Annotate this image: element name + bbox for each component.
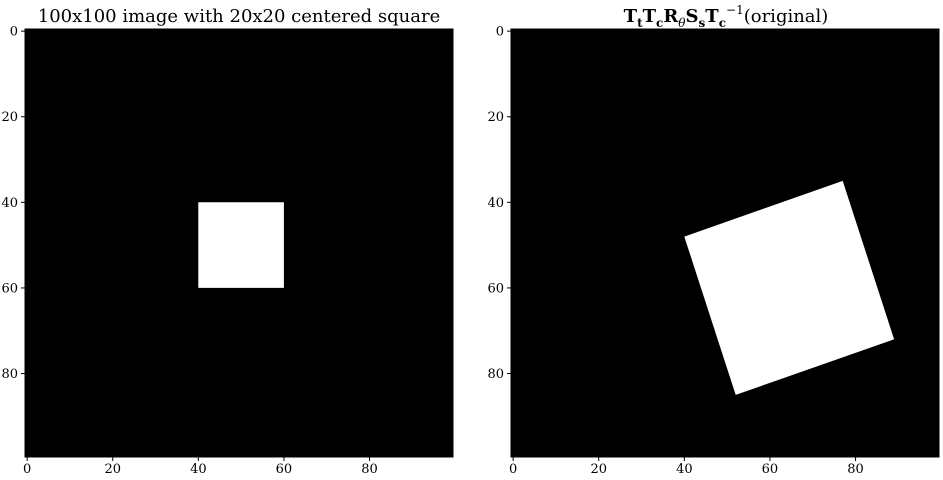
left-x-tick-label: 60 (276, 462, 293, 477)
title-sub-theta: θ (678, 16, 686, 30)
left-x-tick-label: 0 (23, 462, 31, 477)
right-y-tick-label: 40 (487, 196, 504, 211)
title-T-t: T (624, 6, 638, 27)
title-R-theta: R (663, 6, 679, 27)
left-y-tick-label: 0 (10, 25, 18, 40)
left-panel: 100x100 image with 20x20 centered square… (1, 6, 454, 477)
left-x-tick-label: 40 (190, 462, 207, 477)
left-axis-ticks: 0 20 40 60 80 0 20 40 60 80 (1, 25, 377, 477)
title-sup-inverse: −1 (726, 3, 744, 17)
title-S-s: S (686, 6, 699, 27)
right-y-tick-label: 20 (487, 110, 504, 125)
right-x-tick-label: 80 (847, 462, 864, 477)
left-plot-frame (24, 28, 454, 458)
right-x-tick-label: 20 (590, 462, 607, 477)
left-panel-title: 100x100 image with 20x20 centered square (38, 6, 441, 27)
right-x-tick-label: 0 (509, 462, 517, 477)
right-x-tick-label: 40 (676, 462, 693, 477)
left-x-tick-label: 80 (361, 462, 378, 477)
left-white-square (198, 202, 284, 288)
left-y-tick-label: 40 (1, 196, 18, 211)
title-suffix: (original) (744, 6, 829, 27)
title-sub-c: c (656, 16, 663, 30)
title-sub-t: t (637, 16, 643, 30)
left-y-tick-label: 20 (1, 110, 18, 125)
right-plot-frame (510, 28, 940, 458)
right-x-tick-label: 60 (762, 462, 779, 477)
right-axis-ticks: 0 20 40 60 80 0 20 40 60 80 (487, 25, 863, 477)
left-y-tick-label: 80 (1, 367, 18, 382)
right-y-tick-label: 0 (496, 25, 504, 40)
title-sub-s: s (699, 16, 706, 30)
left-x-tick-label: 20 (104, 462, 121, 477)
right-y-tick-label: 60 (487, 281, 504, 296)
title-sub-c-2: c (719, 16, 726, 30)
right-panel-title: TtTcRθSsTc−1(original) (624, 3, 829, 30)
right-rotated-white-square (684, 180, 895, 395)
left-y-tick-label: 60 (1, 281, 18, 296)
right-panel: TtTcRθSsTc−1(original) 0 20 40 60 8002040608… (487, 3, 940, 477)
right-y-tick-label: 80 (487, 367, 504, 382)
title-T-c-inv: T (705, 6, 719, 27)
title-T-c: T (643, 6, 657, 27)
